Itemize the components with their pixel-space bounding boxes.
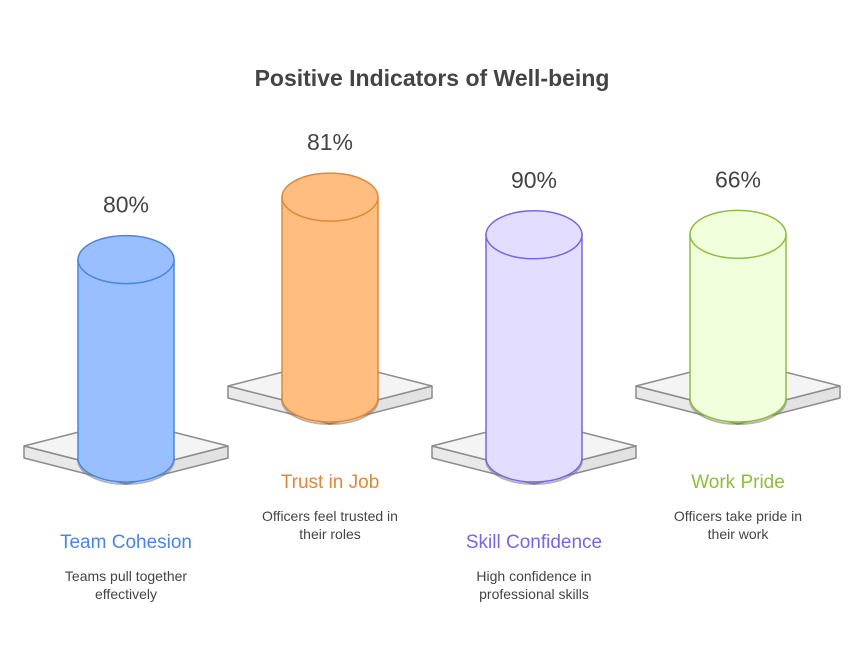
- description-line: professional skills: [479, 586, 589, 602]
- value-label: 81%: [307, 129, 353, 155]
- description-line: Officers feel trusted in: [262, 508, 398, 524]
- description-line: their roles: [299, 526, 360, 542]
- bar-top: [281, 172, 379, 222]
- bar-group-1: 81% Trust in Job Officers feel trusted in t…: [227, 129, 433, 542]
- value-label: 90%: [511, 167, 557, 193]
- bar-group-3: 66% Work Pride Officers take pride in their…: [635, 166, 841, 542]
- bar-skill-confidence: [485, 234, 583, 483]
- bar-top: [77, 234, 175, 285]
- category-label: Trust in Job: [281, 472, 380, 493]
- description-line: effectively: [95, 586, 157, 602]
- value-label: 66%: [715, 166, 761, 192]
- description-line: their work: [708, 526, 770, 542]
- description-line: Officers take pride in: [674, 508, 802, 524]
- description-line: Teams pull together: [65, 568, 188, 584]
- bar-trust-in-job: [281, 196, 379, 423]
- bar-group-2: 90% Skill Confidence High confidence in pro…: [431, 167, 637, 602]
- value-label: 80%: [103, 192, 149, 218]
- bar-team-cohesion: [77, 258, 175, 483]
- bar-top: [689, 209, 787, 260]
- category-label: Skill Confidence: [466, 532, 602, 553]
- bar-top: [485, 210, 583, 260]
- description-line: High confidence in: [476, 568, 591, 584]
- category-label: Work Pride: [691, 472, 785, 493]
- bars-group: 80% Team Cohesion Teams pull together effec…: [23, 129, 841, 602]
- chart-title: Positive Indicators of Well-being: [255, 65, 610, 91]
- bar-work-pride: [689, 233, 787, 423]
- category-label: Team Cohesion: [60, 532, 192, 553]
- bar-group-0: 80% Team Cohesion Teams pull together effec…: [23, 192, 229, 602]
